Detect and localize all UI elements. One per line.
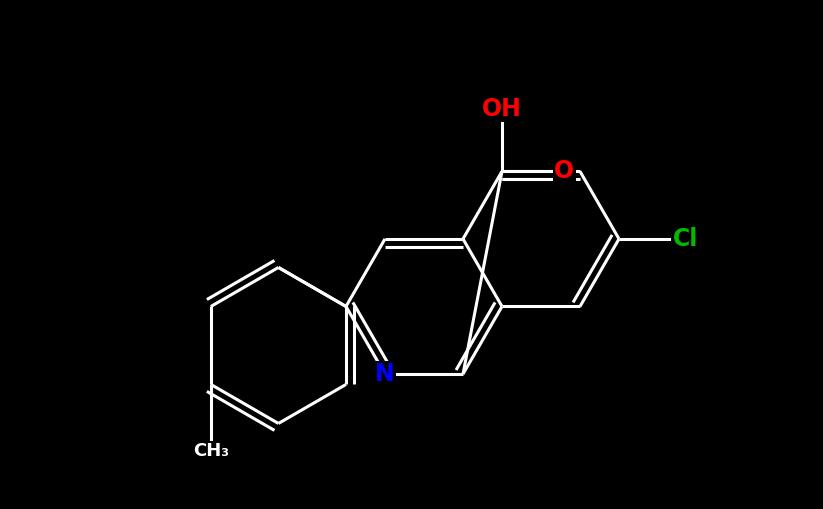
Text: N: N xyxy=(375,362,395,386)
Text: OH: OH xyxy=(482,97,522,121)
Text: CH₃: CH₃ xyxy=(193,442,229,460)
Text: O: O xyxy=(555,159,574,183)
Text: Cl: Cl xyxy=(672,227,698,251)
